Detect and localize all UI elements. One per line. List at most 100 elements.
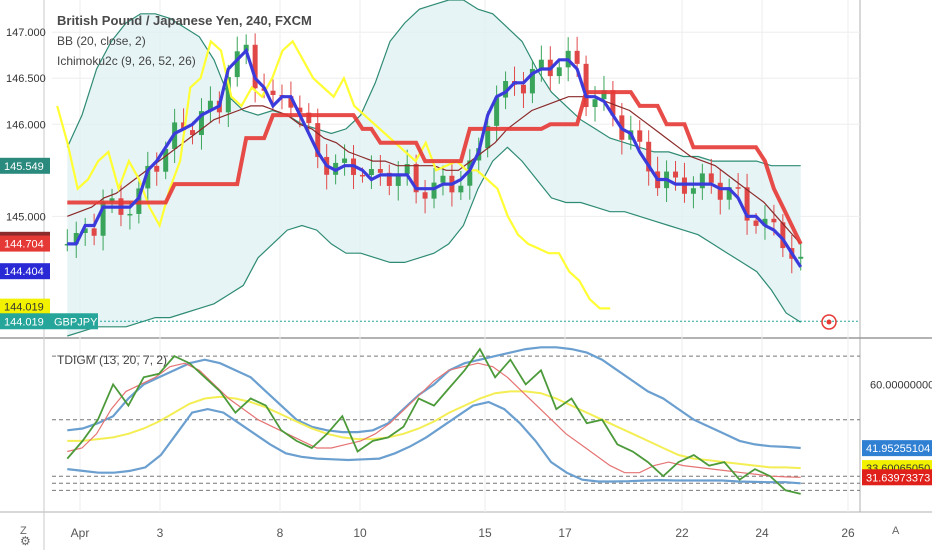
candle-body [198, 111, 204, 136]
candle-body [673, 171, 679, 178]
candle-body [529, 68, 535, 94]
tenkan-sen-line [67, 47, 803, 268]
symbol-tag-label: GBPJPY [54, 316, 98, 328]
candle-body [637, 130, 643, 142]
price-tag-label: 144.019 [4, 316, 44, 328]
candle-body [574, 50, 580, 64]
candle-body [610, 90, 616, 116]
candle-body [592, 99, 598, 107]
alert-circle-icon [821, 314, 837, 330]
candle-body [243, 44, 249, 52]
candle-body [145, 165, 151, 189]
x-tick-label: 17 [558, 526, 572, 540]
candle-body [646, 141, 652, 172]
candle-body [771, 218, 777, 223]
price-tag-label: 145.549 [4, 161, 44, 173]
z-icon[interactable]: Z [20, 525, 27, 537]
candle-body [708, 173, 714, 183]
candle-body [798, 256, 804, 259]
candle-body [306, 112, 312, 124]
symbol-tag-box [50, 313, 98, 330]
candle-body [109, 198, 115, 202]
candle-body [225, 77, 231, 113]
candle-body [154, 165, 160, 172]
candle-body [368, 169, 374, 176]
candle-body [207, 100, 213, 112]
x-tick-label: 24 [755, 526, 769, 540]
bb-upper-line [66, 0, 801, 167]
candle-body [297, 107, 303, 113]
candle-body [91, 228, 97, 236]
candle-body [762, 218, 768, 226]
a-icon[interactable]: A [892, 525, 900, 537]
tdi-value-tag-box [862, 440, 932, 457]
tdi-value-tag-box [862, 469, 932, 486]
price-tag-box [0, 263, 50, 280]
candle-body [485, 125, 491, 149]
candle-body [252, 44, 258, 89]
candle-body [82, 228, 88, 233]
candle-body [520, 84, 526, 94]
candle-body [583, 63, 589, 107]
candle-body [503, 81, 509, 98]
candle-body [127, 213, 133, 216]
candle-body [386, 172, 392, 186]
tdi-value-tag-label: 41.95255104 [866, 443, 930, 455]
candle-body [100, 201, 106, 236]
ichimoku-indicator-label[interactable]: Ichimoku2c (9, 26, 52, 26) [57, 54, 196, 68]
chart-legend: British Pound / Japanese Yen, 240, FXCM … [57, 11, 312, 71]
price-tag-box [0, 157, 50, 174]
candle-body [270, 90, 276, 95]
tdi-signal-line [67, 362, 801, 478]
x-tick-label: 26 [841, 526, 855, 540]
candle-body [377, 169, 383, 173]
chart-title: British Pound / Japanese Yen, 240, FXCM [57, 13, 312, 28]
candle-body [422, 192, 428, 199]
candle-body [699, 173, 705, 189]
y-tick-label: 147.000 [6, 27, 46, 39]
x-tick-label: 10 [353, 526, 367, 540]
candle-body [395, 174, 401, 186]
price-tag-label: 144.704 [4, 239, 44, 251]
candle-body [163, 148, 169, 172]
alert-dot-icon [826, 319, 832, 325]
x-tick-label: 22 [675, 526, 689, 540]
candle-body [753, 220, 759, 226]
candle-body [538, 59, 544, 69]
candle-body [726, 187, 732, 200]
x-tick-label: 3 [157, 526, 164, 540]
price-tag-label: 144.404 [4, 266, 44, 278]
tdi-volatility-lower [67, 400, 801, 485]
kijun-sen-line [67, 90, 803, 245]
candle-body [342, 158, 348, 163]
candle-body [234, 51, 240, 78]
price-tag-label: 144.019 [4, 302, 44, 314]
candle-body [73, 232, 79, 244]
candle-body [413, 164, 419, 193]
candle-body [556, 67, 562, 77]
chikou-span-line [56, 39, 611, 310]
y-tick-label: 146.000 [6, 119, 46, 131]
tdi-y-tick-label: 60.00000000 [870, 379, 932, 391]
candle-body [494, 97, 500, 126]
candle-body [735, 187, 741, 189]
candle-body [458, 185, 464, 193]
candle-body [717, 182, 723, 200]
bb-indicator-label[interactable]: BB (20, close, 2) [57, 34, 146, 48]
tdi-indicator-label[interactable]: TDIGM (13, 20, 7, 2) [57, 353, 168, 367]
bb-lower-line [67, 146, 802, 337]
y-tick-label: 145.000 [6, 211, 46, 223]
candle-body [288, 96, 294, 108]
candle-body [359, 174, 365, 177]
tdi-market-base-line [67, 390, 801, 470]
candle-body [780, 222, 786, 249]
x-tick-label: 15 [478, 526, 492, 540]
x-tick-label: Apr [71, 526, 90, 540]
candle-body [190, 130, 196, 136]
price-tag-box [0, 235, 50, 252]
candle-body [440, 175, 446, 183]
candle-body [690, 188, 696, 194]
tdi-value-tag-label: 31.63973373 [866, 472, 930, 484]
candle-body [744, 187, 750, 221]
